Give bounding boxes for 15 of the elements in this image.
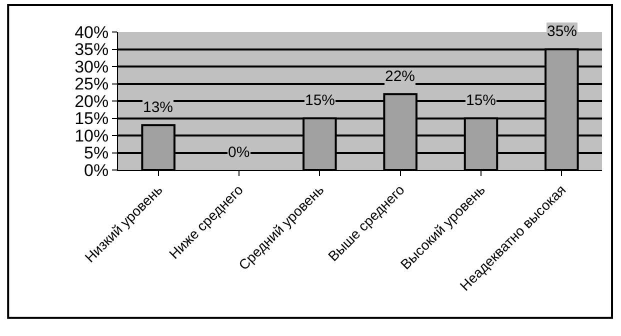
y-tick-label: 20% xyxy=(74,92,109,111)
y-tick-label: 30% xyxy=(74,57,109,76)
y-tick-label: 5% xyxy=(84,144,109,163)
data-label: 15% xyxy=(466,92,496,109)
y-tick-label: 40% xyxy=(74,22,109,42)
y-tick-label: 35% xyxy=(74,40,109,60)
data-label: 22% xyxy=(385,68,416,85)
data-label: 35% xyxy=(547,23,578,40)
y-tick-label: 15% xyxy=(74,109,109,128)
y-tick-label: 10% xyxy=(74,126,109,146)
y-tick-label: 0% xyxy=(84,160,109,180)
data-label: 13% xyxy=(143,99,174,116)
data-label: 0% xyxy=(228,144,250,161)
data-label: 15% xyxy=(305,92,336,109)
y-tick-label: 25% xyxy=(74,74,109,94)
